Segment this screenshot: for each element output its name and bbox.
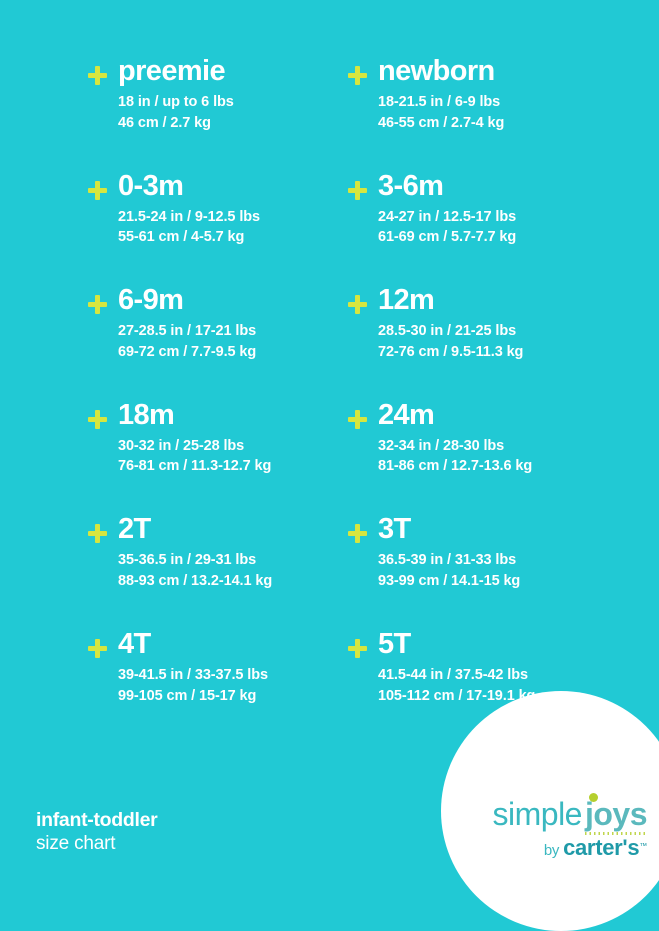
plus-icon [88,66,107,85]
size-label: 24m [378,398,435,431]
size-detail-metric: 105-112 cm / 17-19.1 kg [378,687,536,704]
brand-byline: by carter's™ [469,835,647,861]
plus-icon [88,524,107,544]
brand-dot-icon [588,793,598,802]
size-detail-imperial: 18-21.5 in / 6-9 lbs [378,94,501,110]
footer: infant-toddler size chart simple joys by c… [0,691,659,931]
size-label: newborn [378,55,495,87]
size-detail-metric: 55-61 cm / 4-5.7 kg [118,229,245,246]
size-detail-imperial: 30-32 in / 25-28 lbs [118,437,245,454]
plus-icon [88,180,107,200]
size-detail-imperial: 18 in / up to 6 lbs [118,94,234,110]
size-detail-metric: 93-99 cm / 14.1-15 kg [378,572,521,589]
size-label: 5T [378,627,411,660]
size-label: 3-6m [378,169,444,202]
brand-underdots-icon [584,832,647,835]
plus-icon [348,524,367,544]
size-detail-imperial: 36.5-39 in / 31-33 lbs [378,552,517,569]
size-label: 12m [378,284,435,317]
size-detail-imperial: 32-34 in / 28-30 lbs [378,437,505,454]
size-detail-imperial: 21.5-24 in / 9-12.5 lbs [118,208,260,225]
size-detail-metric: 88-93 cm / 13.2-14.1 kg [118,572,273,589]
size-cell-preemie: preemie 18 in / up to 6 lbs 46 cm / 2.7 … [88,57,348,172]
plus-icon [348,638,367,658]
size-detail-metric: 69-72 cm / 7.7-9.5 kg [118,343,257,360]
plus-icon [348,180,367,200]
plus-icon [348,295,367,315]
plus-icon [348,66,367,85]
trademark-icon: ™ [639,841,647,851]
size-detail-imperial: 27-28.5 in / 17-21 lbs [118,323,257,340]
size-label: 3T [378,513,411,546]
size-label: preemie [118,55,226,87]
size-detail-imperial: 39-41.5 in / 33-37.5 lbs [118,666,268,683]
brand-word-simple: simple [492,796,583,832]
size-cell-6-9m: 6-9m 27-28.5 in / 17-21 lbs 69-72 cm / 7… [88,286,348,401]
brand-word-joys-text: joys [584,796,648,832]
page-subtitle: size chart [36,833,116,855]
size-label: 18m [118,398,175,431]
footer-title-block: infant-toddler size chart [36,808,158,856]
size-detail-imperial: 24-27 in / 12.5-17 lbs [378,208,517,225]
size-detail-metric: 46 cm / 2.7 kg [118,114,211,131]
size-cell-24m: 24m 32-34 in / 28-30 lbs 81-86 cm / 12.7… [348,398,659,516]
size-label: 6-9m [118,284,184,317]
size-detail-imperial: 28.5-30 in / 21-25 lbs [378,323,517,340]
brand-by-label: by [543,842,560,859]
page-title: infant-toddler [36,808,158,831]
plus-icon [88,295,107,315]
size-cell-5t: 5T 41.5-44 in / 37.5-42 lbs 105-112 cm /… [348,627,659,745]
size-detail-metric: 76-81 cm / 11.3-12.7 kg [118,458,272,475]
size-detail-metric: 61-69 cm / 5.7-7.7 kg [378,229,517,246]
size-detail-metric: 99-105 cm / 15-17 kg [118,687,257,704]
size-grid: preemie 18 in / up to 6 lbs 46 cm / 2.7 … [88,57,659,745]
size-detail-imperial: 41.5-44 in / 37.5-42 lbs [378,666,528,683]
size-cell-3-6m: 3-6m 24-27 in / 12.5-17 lbs 61-69 cm / 5… [348,169,659,287]
brand-word-joys: joys [584,793,648,835]
size-cell-4t: 4T 39-41.5 in / 33-37.5 lbs 99-105 cm / … [88,627,348,745]
size-cell-12m: 12m 28.5-30 in / 21-25 lbs 72-76 cm / 9.… [348,286,659,401]
size-cell-newborn: newborn 18-21.5 in / 6-9 lbs 46-55 cm / … [348,57,659,172]
size-label: 0-3m [118,169,184,202]
size-cell-0-3m: 0-3m 21.5-24 in / 9-12.5 lbs 55-61 cm / … [88,169,348,287]
plus-icon [88,638,107,658]
size-cell-18m: 18m 30-32 in / 25-28 lbs 76-81 cm / 11.3… [88,398,348,516]
size-detail-metric: 81-86 cm / 12.7-13.6 kg [378,458,533,475]
brand-wordmark: simple joys [469,793,648,835]
brand-logo: simple joys by carter's™ [469,793,648,861]
size-detail-imperial: 35-36.5 in / 29-31 lbs [118,552,257,569]
size-cell-2t: 2T 35-36.5 in / 29-31 lbs 88-93 cm / 13.… [88,515,348,630]
plus-icon [88,409,107,429]
size-label: 4T [118,627,151,660]
size-chart-root: preemie 18 in / up to 6 lbs 46 cm / 2.7 … [0,56,659,931]
size-detail-metric: 46-55 cm / 2.7-4 kg [378,114,505,131]
size-detail-metric: 72-76 cm / 9.5-11.3 kg [378,343,524,360]
size-cell-3t: 3T 36.5-39 in / 31-33 lbs 93-99 cm / 14.… [348,515,659,630]
plus-icon [348,409,367,429]
size-label: 2T [118,513,151,546]
brand-carters-label: carter's [563,835,640,860]
